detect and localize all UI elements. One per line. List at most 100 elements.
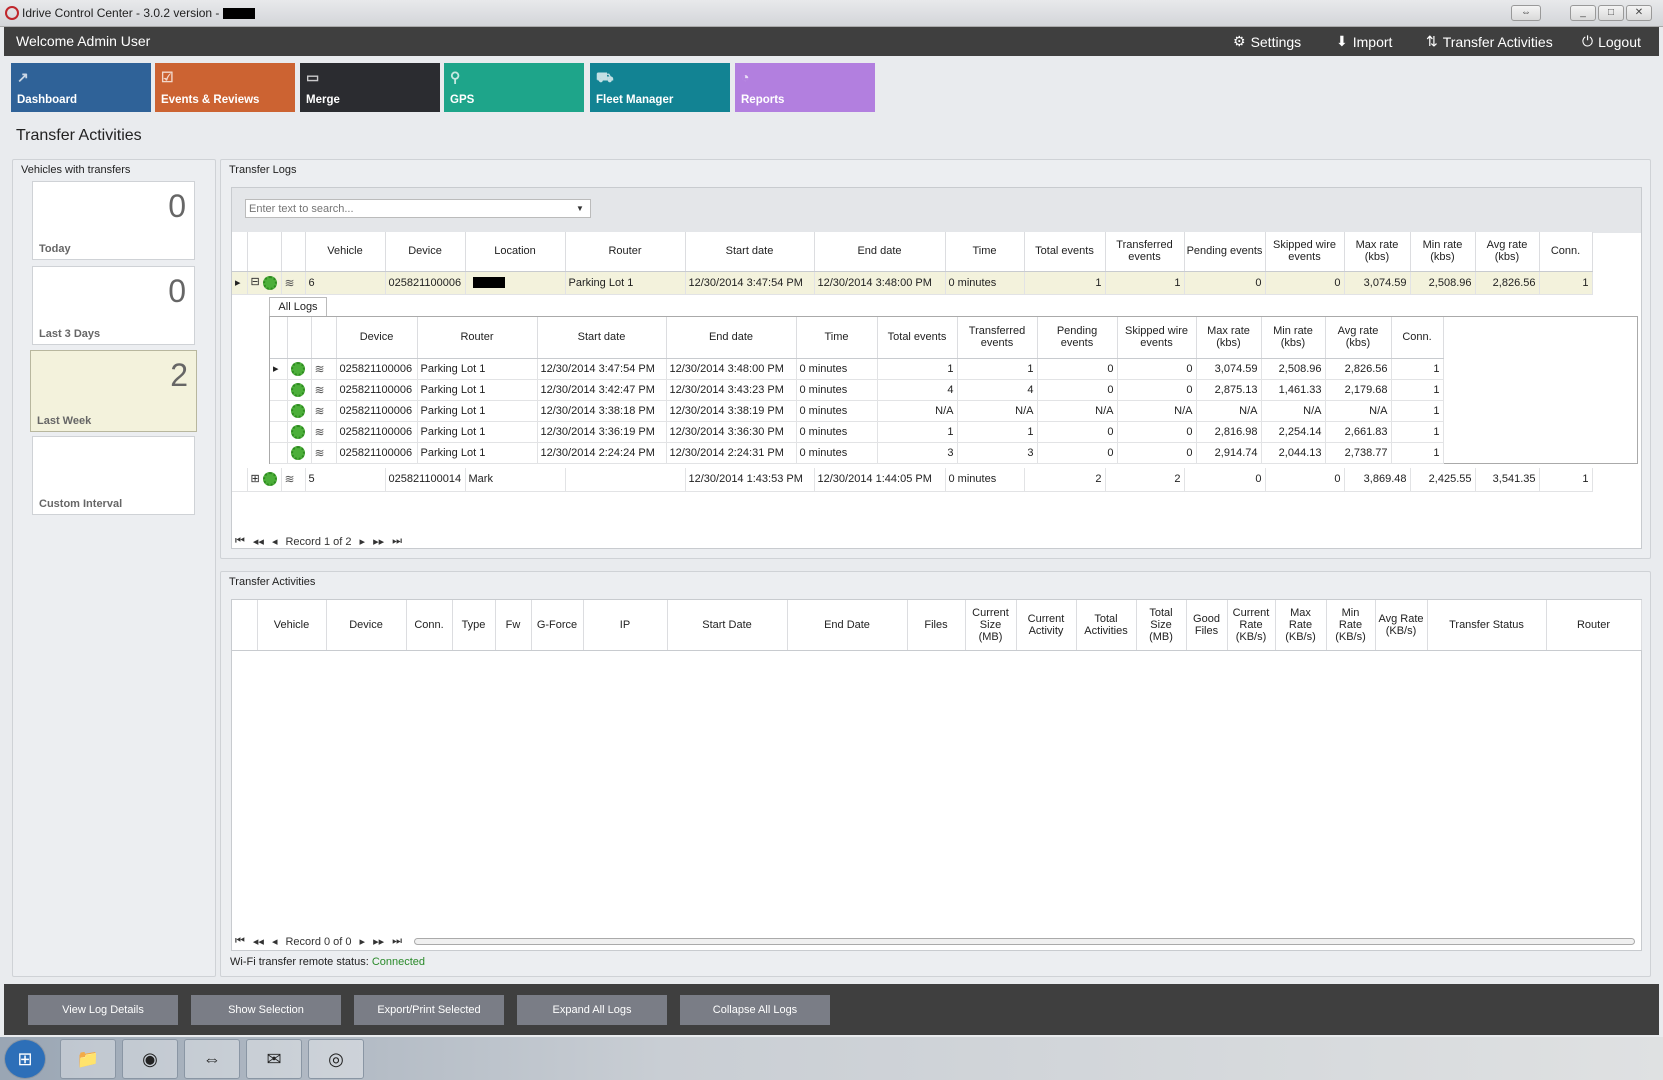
column-header-total-activities[interactable]: Total Activities	[1076, 600, 1137, 651]
firefox-icon[interactable]: ◉	[122, 1039, 178, 1079]
column-header-time[interactable]: Time	[945, 232, 1025, 272]
column-header-device[interactable]: Device	[336, 317, 418, 359]
column-header-time[interactable]: Time	[796, 317, 878, 359]
column-header-conn[interactable]: Conn.	[1539, 232, 1593, 272]
first-page-icon[interactable]: ⏮	[235, 935, 245, 947]
column-header-g-force[interactable]: G-Force	[531, 600, 584, 651]
column-header-pending-events[interactable]: Pending events	[1037, 317, 1118, 359]
column-header-ip[interactable]: IP	[583, 600, 668, 651]
column-header-start-date[interactable]: Start date	[685, 232, 815, 272]
close-button[interactable]: ✕	[1626, 5, 1652, 21]
column-header-min-rate-kb-s[interactable]: Min Rate (KB/s)	[1326, 600, 1376, 651]
collapse-icon[interactable]: ⊟	[247, 271, 282, 295]
column-header[interactable]	[232, 600, 258, 651]
column-header-total-size-mb[interactable]: Total Size (MB)	[1136, 600, 1187, 651]
prev-page-icon[interactable]: ◂◂	[252, 936, 264, 948]
column-header-router[interactable]: Router	[565, 232, 686, 272]
table-row[interactable]: ▸ ⊟ ≋ 6 025821100006 Parking Lot 1 12/30/2014…	[232, 271, 1593, 295]
table-row[interactable]: ⊞ ≋ 5 025821100014 Mark 12/30/2014 1:43:53 P…	[232, 468, 1593, 492]
card-last-week[interactable]: 2 Last Week	[30, 350, 197, 432]
minimize-button[interactable]: _	[1570, 5, 1596, 21]
idrive-app-icon[interactable]: ◎	[308, 1039, 364, 1079]
prev-record-icon[interactable]: ◂	[271, 936, 278, 948]
search-input[interactable]: ▼	[245, 199, 591, 218]
column-header-min-rate-kbs[interactable]: Min rate (kbs)	[1410, 232, 1476, 272]
column-header-start-date[interactable]: Start date	[537, 317, 667, 359]
column-header-total-events[interactable]: Total events	[1024, 232, 1106, 272]
column-header-avg-rate-kbs[interactable]: Avg rate (kbs)	[1325, 317, 1392, 359]
column-header-type[interactable]: Type	[452, 600, 496, 651]
column-header-skipped-wire-events[interactable]: Skipped wire events	[1265, 232, 1345, 272]
next-record-icon[interactable]: ▸	[359, 536, 366, 548]
detail-row[interactable]: ≋ 025821100006 Parking Lot 1 12/30/2014 3:3…	[270, 400, 1444, 422]
horizontal-scrollbar[interactable]	[414, 938, 1635, 945]
column-header[interactable]	[311, 317, 337, 359]
header-link-transfer-activities[interactable]: ⇅ Transfer Activities	[1426, 33, 1553, 50]
tile-reports[interactable]: ◔ Reports	[735, 63, 875, 112]
column-header[interactable]	[247, 232, 282, 272]
column-header-conn[interactable]: Conn.	[1391, 317, 1444, 359]
column-header-transferred-events[interactable]: Transferred events	[957, 317, 1038, 359]
next-record-icon[interactable]: ▸	[359, 936, 366, 948]
windows-start-icon[interactable]: ⊞	[4, 1039, 46, 1079]
last-page-icon[interactable]: ⏭	[392, 535, 403, 547]
search-dropdown-icon[interactable]: ▼	[576, 204, 584, 213]
column-header-end-date[interactable]: End date	[814, 232, 946, 272]
column-header-start-date[interactable]: Start Date	[667, 600, 788, 651]
column-header-transferred-events[interactable]: Transferred events	[1105, 232, 1185, 272]
prev-page-icon[interactable]: ◂◂	[252, 536, 264, 548]
last-page-icon[interactable]: ⏭	[392, 935, 403, 947]
expand-icon[interactable]: ⊞	[247, 468, 282, 492]
column-header-good-files[interactable]: Good Files	[1186, 600, 1228, 651]
column-header-skipped-wire-events[interactable]: Skipped wire events	[1117, 317, 1197, 359]
file-explorer-icon[interactable]: 📁	[60, 1039, 116, 1079]
header-link-import[interactable]: ⬇ Import	[1336, 33, 1392, 50]
prev-record-icon[interactable]: ◂	[271, 536, 278, 548]
column-header-vehicle[interactable]: Vehicle	[305, 232, 386, 272]
card-last-3-days[interactable]: 0 Last 3 Days	[32, 266, 195, 345]
column-header-end-date[interactable]: End Date	[787, 600, 908, 651]
first-page-icon[interactable]: ⏮	[235, 535, 245, 547]
column-header-location[interactable]: Location	[465, 232, 566, 272]
column-header[interactable]	[287, 317, 312, 359]
outlook-icon[interactable]: ✉	[246, 1039, 302, 1079]
column-header-device[interactable]: Device	[385, 232, 466, 272]
detail-row[interactable]: ≋ 025821100006 Parking Lot 1 12/30/2014 2:2…	[270, 442, 1444, 464]
search-text[interactable]	[246, 202, 576, 215]
column-header[interactable]	[281, 232, 306, 272]
column-header-avg-rate-kbs[interactable]: Avg rate (kbs)	[1475, 232, 1540, 272]
column-header-transfer-status[interactable]: Transfer Status	[1427, 600, 1547, 651]
search-column-icon[interactable]	[270, 317, 288, 359]
column-header-router[interactable]: Router	[417, 317, 538, 359]
card-custom-interval[interactable]: Custom Interval	[32, 436, 195, 515]
restore-layout-button[interactable]: ⇔	[1511, 5, 1541, 21]
detail-row[interactable]: ≋ 025821100006 Parking Lot 1 12/30/2014 3:3…	[270, 421, 1444, 443]
tile-dashboard[interactable]: ↗ Dashboard	[11, 63, 151, 112]
tile-fleet-manager[interactable]: ⛟ Fleet Manager	[590, 63, 730, 112]
column-header-router[interactable]: Router	[1546, 600, 1642, 651]
next-page-icon[interactable]: ▸▸	[373, 536, 385, 548]
column-header[interactable]	[232, 232, 248, 272]
column-header-min-rate-kbs[interactable]: Min rate (kbs)	[1261, 317, 1326, 359]
next-page-icon[interactable]: ▸▸	[373, 936, 385, 948]
collapse-all-logs-button[interactable]: Collapse All Logs	[680, 995, 830, 1025]
tile-events-reviews[interactable]: ☑ Events & Reviews	[155, 63, 295, 112]
column-header-files[interactable]: Files	[907, 600, 966, 651]
detail-row[interactable]: ▸ ≋ 025821100006 Parking Lot 1 12/30/2014 3:…	[270, 358, 1444, 380]
column-header-total-events[interactable]: Total events	[877, 317, 958, 359]
column-header-current-rate-kb-s[interactable]: Current Rate (KB/s)	[1227, 600, 1276, 651]
view-log-details-button[interactable]: View Log Details	[28, 995, 178, 1025]
header-link-settings[interactable]: ⚙ Settings	[1233, 33, 1301, 50]
column-header-fw[interactable]: Fw	[495, 600, 532, 651]
tile-gps[interactable]: ⚲ GPS	[444, 63, 584, 112]
card-today[interactable]: 0 Today	[32, 181, 195, 260]
expand-all-logs-button[interactable]: Expand All Logs	[517, 995, 667, 1025]
maximize-button[interactable]: □	[1598, 5, 1624, 21]
teamviewer-icon[interactable]: ⇔	[184, 1039, 240, 1079]
column-header-max-rate-kb-s[interactable]: Max Rate (KB/s)	[1275, 600, 1327, 651]
column-header-end-date[interactable]: End date	[666, 317, 797, 359]
export-print-selected-button[interactable]: Export/Print Selected	[354, 995, 504, 1025]
column-header-max-rate-kbs[interactable]: Max rate (kbs)	[1196, 317, 1262, 359]
column-header-max-rate-kbs[interactable]: Max rate (kbs)	[1344, 232, 1411, 272]
column-header-conn[interactable]: Conn.	[406, 600, 453, 651]
